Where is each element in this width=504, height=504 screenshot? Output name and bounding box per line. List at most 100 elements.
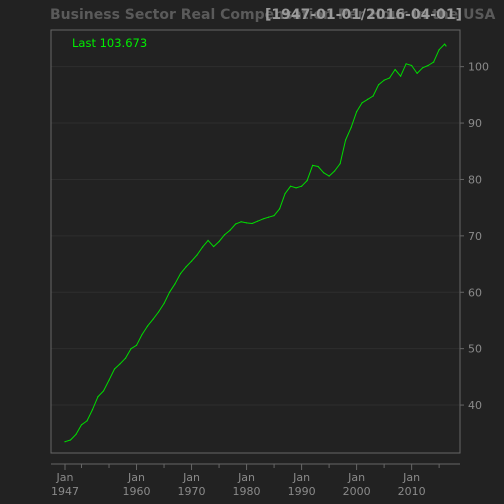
data-point — [97, 396, 99, 398]
data-point — [190, 260, 193, 262]
data-point — [80, 424, 83, 426]
data-point — [311, 164, 314, 166]
data-point — [75, 433, 77, 435]
data-point — [284, 192, 286, 195]
x-tick-month-1990: Jan — [292, 471, 310, 484]
data-point — [273, 214, 275, 217]
data-point — [328, 175, 330, 177]
data-point — [411, 64, 413, 67]
data-point — [394, 68, 396, 71]
y-tick-label-60: 60 — [468, 286, 482, 299]
data-point — [445, 45, 447, 47]
x-tick-month-1970: Jan — [182, 471, 200, 484]
data-point — [345, 139, 347, 141]
data-point — [157, 311, 160, 313]
data-point — [278, 208, 281, 210]
x-tick-month-1980: Jan — [237, 471, 255, 484]
data-point — [333, 170, 336, 172]
data-point — [245, 222, 248, 224]
data-point — [163, 302, 165, 305]
data-point — [185, 266, 187, 268]
data-point — [378, 84, 380, 86]
chart-date-range: [1947-01-01/2016-04-01] — [265, 7, 462, 23]
data-point — [433, 61, 435, 63]
data-point — [69, 439, 72, 441]
data-point — [141, 333, 143, 336]
x-tick-year-1990: 1990 — [288, 485, 316, 498]
y-tick-label-70: 70 — [468, 230, 482, 243]
data-point — [444, 43, 446, 45]
data-point — [295, 187, 297, 189]
y-axis: 40 50 60 70 80 90 100 — [460, 61, 489, 412]
data-point — [119, 363, 121, 365]
data-point — [91, 408, 94, 411]
x-tick-year-2010: 2010 — [398, 485, 426, 498]
data-point — [355, 111, 358, 113]
data-point — [86, 420, 88, 422]
data-point — [135, 344, 138, 346]
data-point — [383, 79, 385, 81]
data-point — [152, 318, 154, 320]
x-axis: Jan1947Jan1960Jan1970Jan1980Jan1990Jan20… — [51, 463, 460, 498]
x-tick-year-1970: 1970 — [178, 485, 206, 498]
data-point — [240, 221, 242, 223]
data-point — [322, 172, 325, 174]
data-point — [64, 441, 66, 443]
data-point — [196, 254, 198, 256]
data-point — [218, 240, 220, 243]
x-tick-year-1980: 1980 — [233, 485, 261, 498]
grid-lines — [51, 66, 460, 406]
data-point — [124, 357, 127, 359]
data-point — [289, 185, 292, 187]
data-point — [262, 218, 264, 220]
data-point — [256, 220, 259, 222]
plot-frame — [50, 29, 461, 454]
data-point — [229, 229, 231, 231]
data-point — [251, 222, 253, 225]
data-point — [361, 102, 363, 104]
y-tick-label-100: 100 — [468, 61, 489, 74]
data-point — [372, 95, 374, 97]
data-point — [427, 64, 429, 67]
data-point — [367, 98, 369, 100]
x-tick-year-1960: 1960 — [123, 485, 151, 498]
data-point — [300, 185, 303, 187]
y-tick-label-90: 90 — [468, 117, 482, 130]
y-tick-label-50: 50 — [468, 343, 482, 356]
data-point — [339, 163, 341, 165]
data-point — [174, 283, 176, 285]
data-point — [416, 72, 418, 75]
data-point — [223, 234, 226, 236]
data-point — [438, 49, 440, 51]
data-point — [108, 379, 110, 381]
data-point — [389, 77, 391, 79]
x-tick-year-2000: 2000 — [343, 485, 371, 498]
y-tick-label-40: 40 — [468, 399, 482, 412]
series-line-0 — [64, 43, 447, 443]
data-point — [234, 223, 237, 225]
data-point — [179, 273, 182, 275]
data-point — [207, 239, 209, 241]
data-point — [317, 165, 319, 168]
series-layer — [64, 43, 447, 443]
data-point — [130, 348, 132, 350]
data-point — [267, 216, 270, 218]
data-point — [400, 75, 402, 77]
data-point — [422, 67, 424, 69]
y-tick-label-80: 80 — [468, 173, 482, 186]
data-point — [102, 390, 105, 392]
data-point — [212, 245, 215, 248]
x-tick-year-1947: 1947 — [51, 485, 79, 498]
last-value-label: Last 103.673 — [72, 36, 147, 50]
data-point — [168, 291, 171, 293]
chart-title: Business Sector Real Compensation Per Ho… — [50, 7, 496, 23]
data-point — [201, 246, 204, 248]
x-tick-month-1960: Jan — [127, 471, 145, 484]
data-point — [405, 63, 407, 65]
x-tick-month-2000: Jan — [347, 471, 365, 484]
x-tick-month-2010: Jan — [402, 471, 420, 484]
data-point — [306, 179, 308, 182]
data-point — [113, 368, 116, 370]
x-tick-month-1947: Jan — [56, 471, 74, 484]
